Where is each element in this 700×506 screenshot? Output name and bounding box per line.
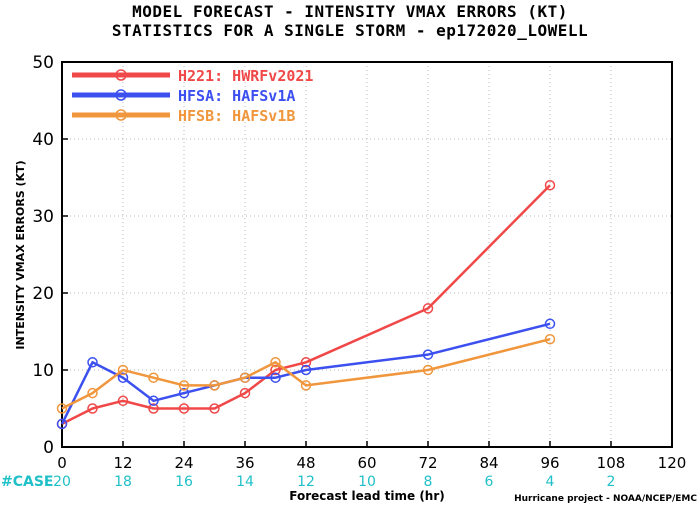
- y-tick-label: 30: [32, 207, 54, 227]
- y-tick-label: 40: [32, 130, 54, 150]
- data-point: [117, 364, 129, 376]
- case-count: 12: [297, 474, 315, 490]
- series: [56, 179, 556, 430]
- case-count: 4: [546, 474, 555, 490]
- x-tick-label: 48: [296, 454, 315, 472]
- data-point: [148, 395, 159, 407]
- legend-label: HFSA: HAFSv1A: [178, 87, 295, 105]
- legend-marker: [115, 69, 127, 81]
- legend-entry-1: H221: HWRFv2021: [72, 67, 313, 85]
- case-count: 8: [424, 474, 433, 490]
- data-point: [544, 179, 556, 191]
- data-point: [87, 403, 98, 414]
- series-1: [56, 179, 556, 430]
- series-2: [56, 318, 556, 430]
- series-line: [61, 337, 551, 410]
- legend-entry-3: HFSB: HAFSv1B: [72, 107, 295, 125]
- case-row-label: #CASE: [1, 474, 54, 490]
- grid: [62, 62, 672, 447]
- data-point: [300, 364, 312, 376]
- data-point: [544, 333, 556, 345]
- y-tick-label: 50: [32, 53, 54, 73]
- data-point: [178, 380, 190, 391]
- data-point: [422, 349, 434, 360]
- x-tick-label: 108: [597, 454, 626, 472]
- case-count: 16: [175, 474, 193, 490]
- x-tick-label: 84: [479, 454, 498, 472]
- chart-title-line-1: MODEL FORECAST - INTENSITY VMAX ERRORS (…: [132, 2, 568, 21]
- x-tick-label: 72: [418, 454, 437, 472]
- series-3: [56, 333, 556, 414]
- data-point: [422, 364, 434, 376]
- data-point: [117, 395, 129, 407]
- data-point: [209, 380, 220, 391]
- y-tick-label: 0: [43, 438, 54, 458]
- case-count: 2: [607, 474, 616, 490]
- x-tick-label: 12: [113, 454, 132, 472]
- case-count: 6: [485, 474, 494, 490]
- legend-entry-2: HFSA: HAFSv1A: [72, 87, 295, 105]
- data-point: [300, 380, 312, 391]
- y-tick-label: 10: [32, 361, 54, 381]
- x-tick-label: 24: [174, 454, 193, 472]
- x-axis-label: Forecast lead time (hr): [289, 489, 445, 503]
- data-point: [239, 372, 251, 383]
- legend-label: H221: HWRFv2021: [178, 67, 313, 85]
- data-point: [239, 387, 251, 399]
- data-point: [422, 303, 434, 314]
- data-point: [178, 403, 190, 414]
- legend-marker: [115, 109, 127, 121]
- data-point: [270, 372, 281, 383]
- data-point: [544, 318, 556, 330]
- data-point: [56, 403, 68, 414]
- case-count: 20: [53, 474, 71, 490]
- chart-title-line-2: STATISTICS FOR A SINGLE STORM - ep172020…: [111, 21, 589, 40]
- data-point: [300, 357, 312, 368]
- ticks: 0 12 24 36 48 60 72 84 96 108 120 0 10 20 30 40 50: [32, 53, 686, 472]
- x-tick-label: 96: [540, 454, 559, 472]
- data-point: [148, 403, 159, 414]
- legend: H221: HWRFv2021 HFSA: HAFSv1A HFSB: HAFSv1…: [72, 67, 313, 125]
- series-line: [61, 184, 551, 426]
- credit-text: Hurricane project - NOAA/NCEP/EMC: [514, 494, 697, 504]
- data-point: [270, 357, 281, 368]
- x-tick-label: 120: [658, 454, 687, 472]
- data-point: [87, 357, 98, 368]
- data-point: [270, 364, 281, 376]
- y-axis-label: INTENSITY VMAX ERRORS (KT): [14, 160, 27, 349]
- legend-label: HFSB: HAFSv1B: [178, 107, 295, 125]
- x-tick-label: 36: [235, 454, 254, 472]
- case-count: 10: [358, 474, 376, 490]
- data-point: [87, 387, 98, 399]
- case-count: 18: [114, 474, 132, 490]
- data-point: [148, 372, 159, 383]
- x-tick-label: 60: [357, 454, 376, 472]
- x-tick-label: 0: [57, 454, 67, 472]
- data-point: [56, 418, 68, 430]
- case-count: 14: [236, 474, 254, 490]
- legend-marker: [115, 89, 127, 101]
- data-point: [209, 403, 220, 414]
- data-point: [178, 387, 190, 399]
- data-point: [117, 372, 129, 383]
- case-counts: #CASE 20 18 16 14 12 10 8 6 4 2: [1, 474, 615, 490]
- y-tick-label: 20: [32, 284, 54, 304]
